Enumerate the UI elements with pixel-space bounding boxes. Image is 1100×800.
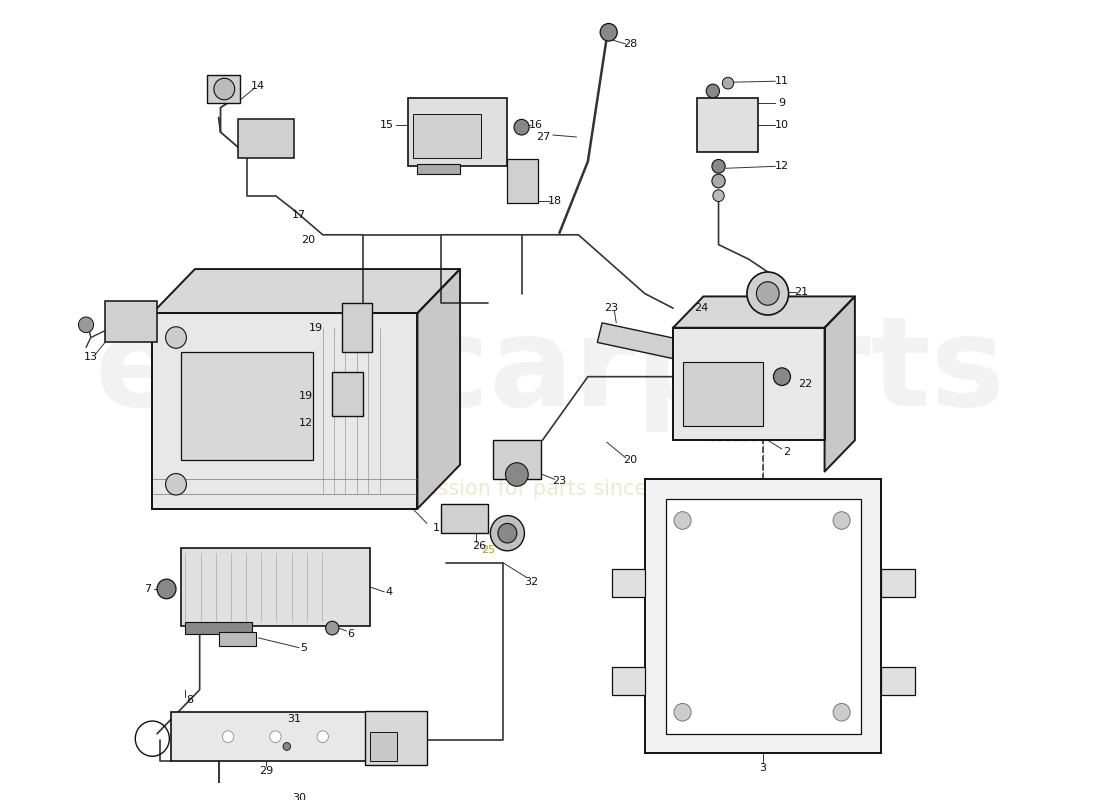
Bar bbox=[180, 352, 314, 460]
Circle shape bbox=[747, 272, 789, 315]
Circle shape bbox=[317, 731, 329, 742]
Text: 16: 16 bbox=[529, 120, 542, 130]
Bar bbox=[342, 303, 372, 352]
Circle shape bbox=[674, 703, 691, 721]
Circle shape bbox=[498, 523, 517, 543]
Text: 19: 19 bbox=[299, 391, 314, 402]
Circle shape bbox=[712, 159, 725, 173]
Text: 14: 14 bbox=[251, 81, 265, 91]
Bar bbox=[412, 114, 481, 158]
Polygon shape bbox=[825, 297, 855, 471]
Bar bbox=[417, 164, 460, 174]
Bar bbox=[332, 372, 363, 416]
Circle shape bbox=[712, 174, 725, 188]
Circle shape bbox=[326, 622, 339, 635]
Circle shape bbox=[213, 78, 234, 100]
Text: 5: 5 bbox=[300, 642, 307, 653]
Polygon shape bbox=[597, 323, 739, 372]
Bar bbox=[172, 712, 398, 761]
Bar bbox=[612, 667, 645, 694]
Bar bbox=[152, 313, 417, 509]
Text: 25: 25 bbox=[482, 545, 495, 555]
Text: 15: 15 bbox=[379, 120, 394, 130]
Text: 17: 17 bbox=[292, 210, 306, 220]
Text: 32: 32 bbox=[524, 577, 538, 587]
Bar bbox=[104, 302, 157, 342]
Circle shape bbox=[283, 742, 290, 750]
Text: 10: 10 bbox=[776, 120, 789, 130]
Bar bbox=[408, 98, 507, 166]
Text: 23: 23 bbox=[552, 476, 567, 486]
Bar bbox=[238, 119, 295, 158]
Circle shape bbox=[773, 368, 791, 386]
Text: 20: 20 bbox=[301, 234, 316, 245]
Text: 28: 28 bbox=[624, 39, 638, 49]
Text: 9: 9 bbox=[779, 98, 785, 108]
Text: a passion for parts since 1985: a passion for parts since 1985 bbox=[393, 479, 707, 499]
Text: 21: 21 bbox=[794, 286, 808, 297]
Circle shape bbox=[757, 282, 779, 306]
Text: 23: 23 bbox=[605, 303, 618, 313]
Circle shape bbox=[491, 515, 525, 551]
Bar bbox=[696, 98, 758, 152]
Text: 6: 6 bbox=[348, 629, 354, 639]
Circle shape bbox=[514, 119, 529, 135]
Text: 18: 18 bbox=[548, 195, 562, 206]
Text: 27: 27 bbox=[536, 132, 550, 142]
Text: 20: 20 bbox=[624, 455, 638, 465]
Circle shape bbox=[78, 317, 94, 333]
Polygon shape bbox=[417, 269, 460, 509]
Bar bbox=[207, 75, 241, 102]
Text: 2: 2 bbox=[783, 447, 790, 457]
Text: eurocarparts: eurocarparts bbox=[95, 311, 1005, 432]
Text: 30: 30 bbox=[293, 794, 306, 800]
Bar bbox=[186, 786, 275, 800]
Text: 13: 13 bbox=[84, 352, 98, 362]
Text: 19: 19 bbox=[309, 322, 322, 333]
Circle shape bbox=[222, 731, 234, 742]
Text: 12: 12 bbox=[299, 418, 314, 428]
Bar bbox=[881, 570, 914, 597]
Text: 31: 31 bbox=[287, 714, 301, 724]
Bar bbox=[219, 632, 256, 646]
Circle shape bbox=[506, 462, 528, 486]
Circle shape bbox=[723, 78, 734, 89]
Text: 4: 4 bbox=[385, 587, 393, 597]
Polygon shape bbox=[152, 269, 460, 313]
Circle shape bbox=[166, 474, 186, 495]
Circle shape bbox=[270, 731, 282, 742]
Bar bbox=[441, 504, 488, 534]
Circle shape bbox=[601, 23, 617, 41]
Circle shape bbox=[157, 579, 176, 598]
Bar bbox=[666, 499, 860, 734]
Bar bbox=[645, 479, 881, 754]
Text: 1: 1 bbox=[433, 523, 440, 534]
Text: 8: 8 bbox=[187, 694, 194, 705]
Bar bbox=[683, 362, 763, 426]
Text: 12: 12 bbox=[774, 162, 789, 171]
Circle shape bbox=[713, 190, 724, 202]
Circle shape bbox=[166, 326, 186, 348]
Bar bbox=[612, 570, 645, 597]
Text: 26: 26 bbox=[472, 541, 486, 551]
Text: 7: 7 bbox=[144, 584, 151, 594]
Bar bbox=[881, 667, 914, 694]
Text: 22: 22 bbox=[799, 378, 813, 389]
Circle shape bbox=[674, 512, 691, 530]
Circle shape bbox=[833, 703, 850, 721]
Text: 29: 29 bbox=[258, 766, 273, 776]
Text: 24: 24 bbox=[694, 303, 708, 313]
Text: 3: 3 bbox=[759, 763, 767, 773]
Bar bbox=[365, 711, 427, 765]
Circle shape bbox=[833, 512, 850, 530]
Bar bbox=[673, 328, 825, 440]
Polygon shape bbox=[673, 297, 855, 328]
Bar bbox=[186, 622, 252, 634]
Bar bbox=[493, 440, 540, 479]
Bar bbox=[180, 548, 370, 626]
Text: 11: 11 bbox=[776, 76, 789, 86]
Bar bbox=[370, 732, 397, 761]
Bar bbox=[507, 159, 538, 203]
Circle shape bbox=[706, 84, 719, 98]
